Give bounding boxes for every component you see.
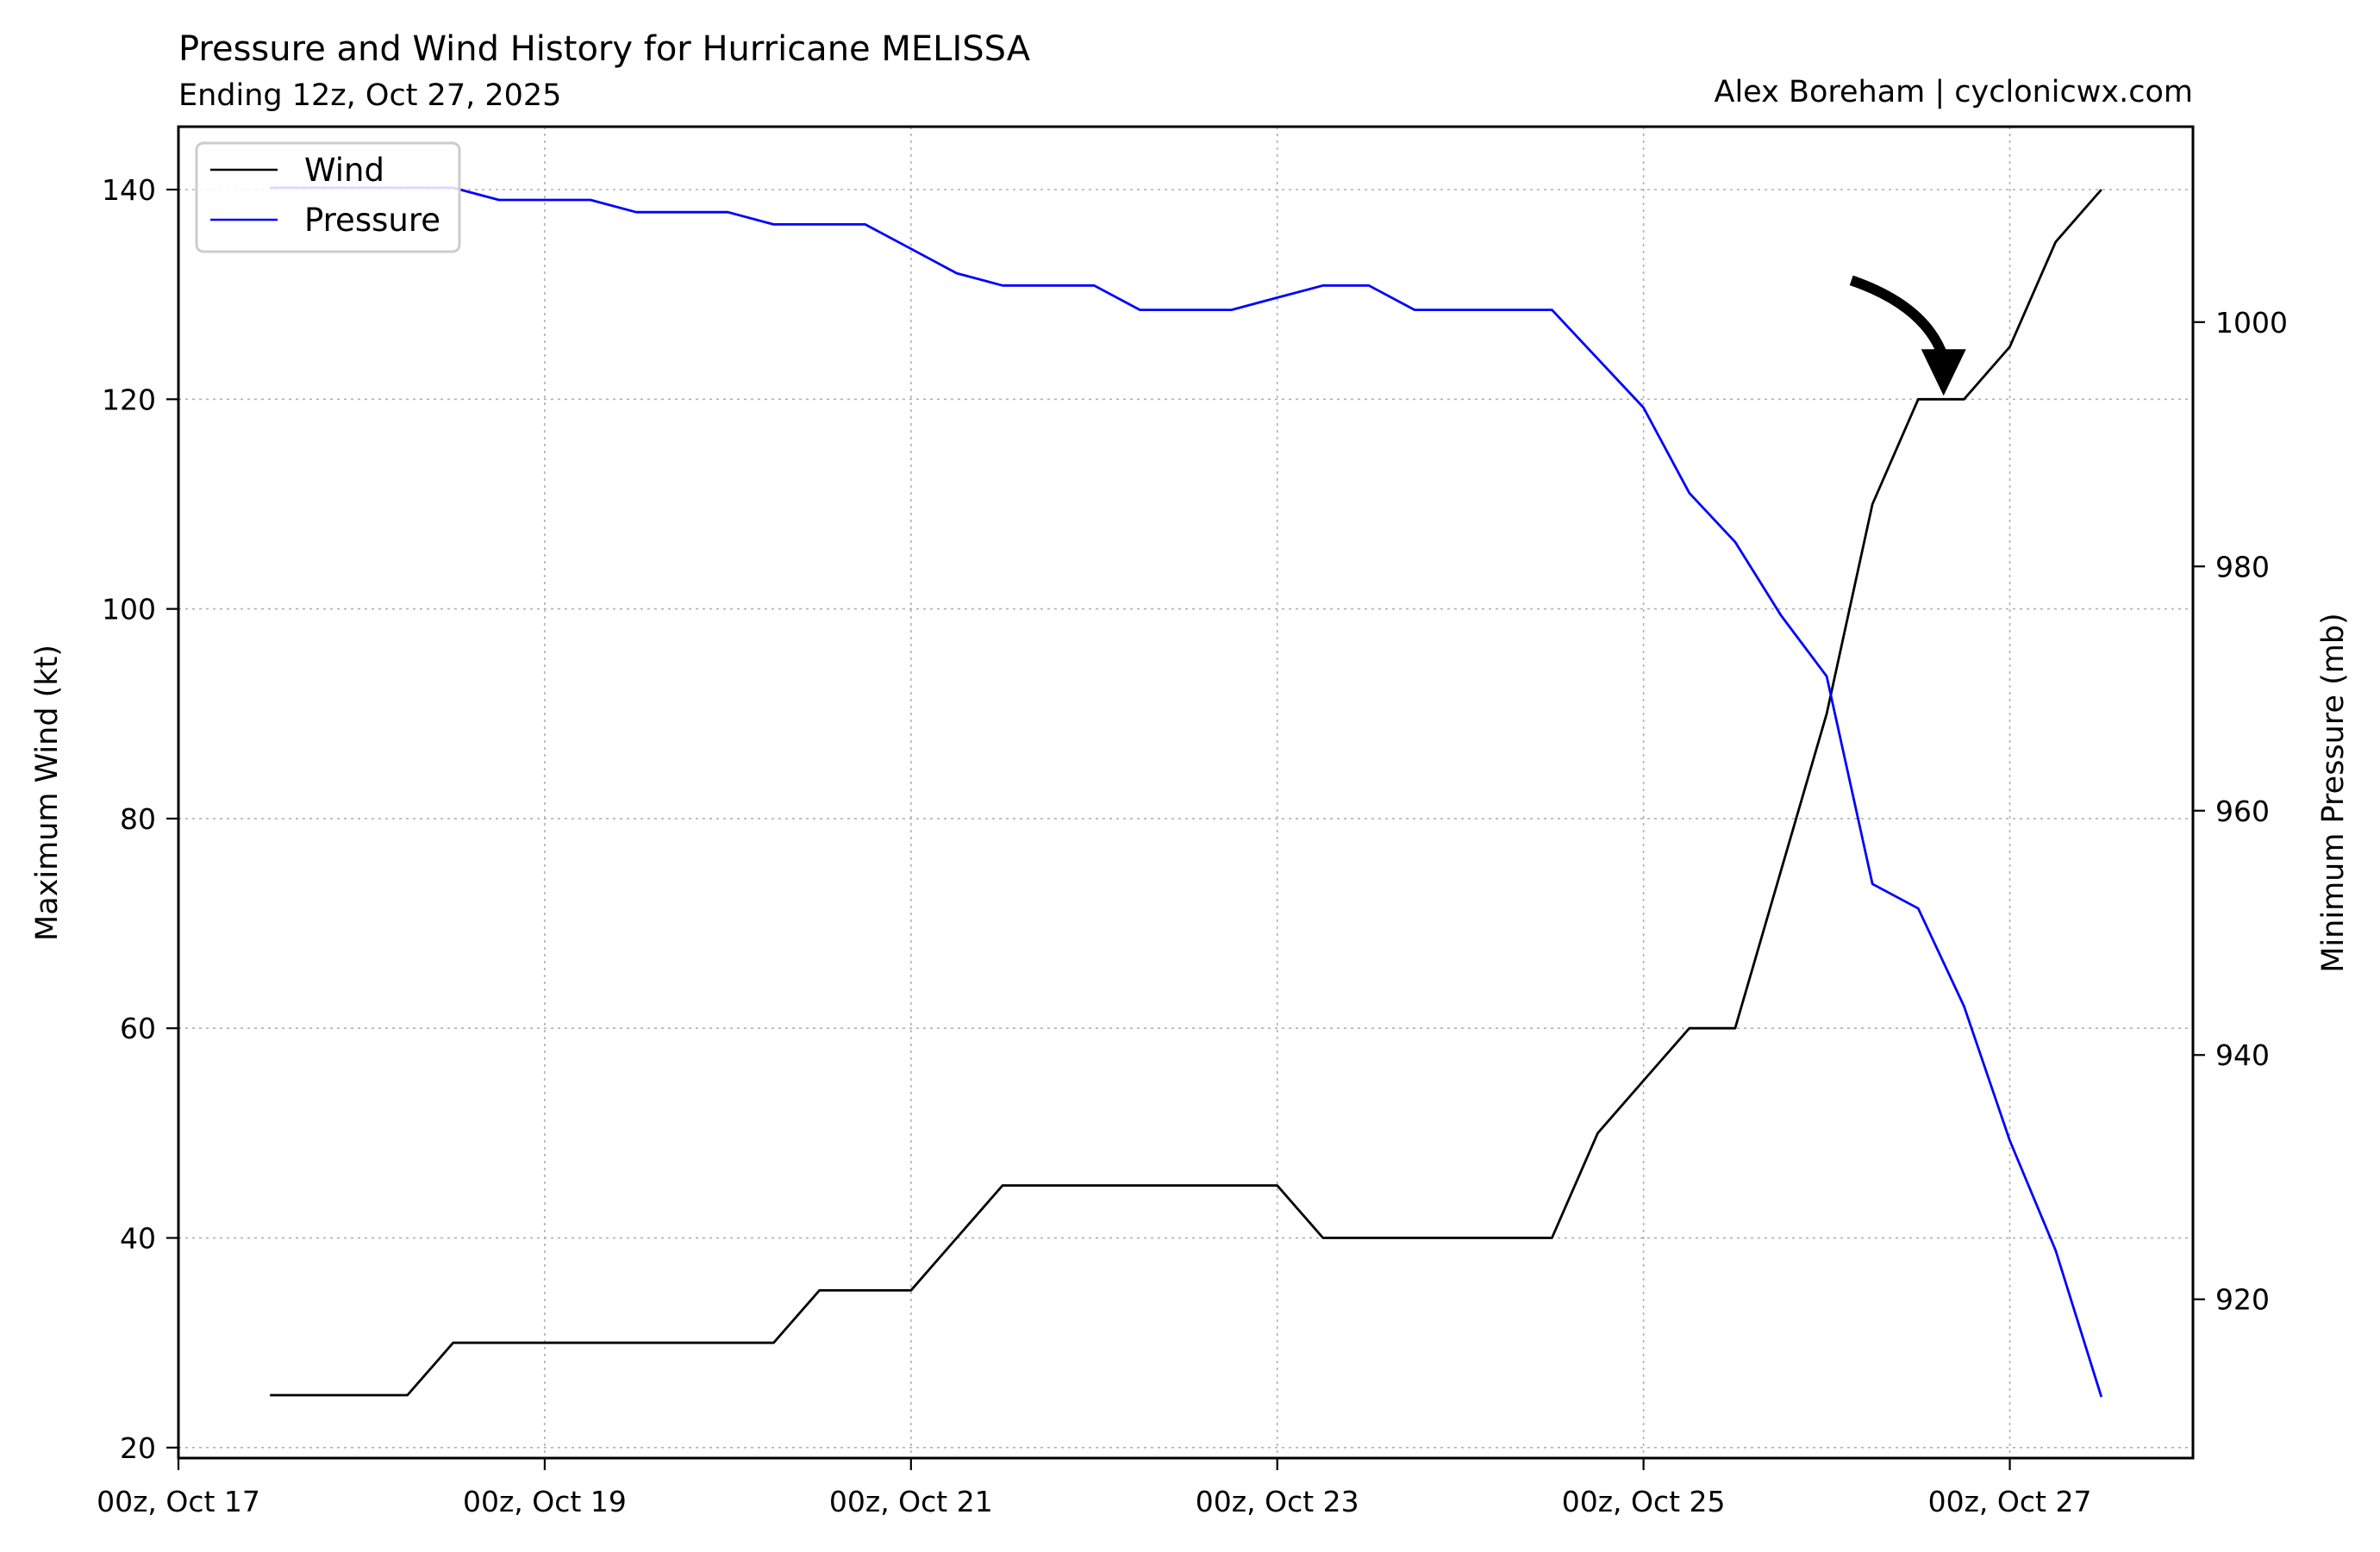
y-tick-label: 120: [102, 383, 156, 416]
y2-tick-label: 920: [2215, 1283, 2270, 1317]
annotation-arrow-head: [1921, 349, 1966, 396]
x-tick-label: 00z, Oct 21: [829, 1485, 993, 1518]
y2-tick-label: 980: [2215, 550, 2270, 583]
y2-tick-label: 1000: [2215, 306, 2288, 340]
y-tick-label: 140: [102, 173, 156, 207]
x-tick-label: 00z, Oct 27: [1928, 1485, 2092, 1518]
x-tick-label: 00z, Oct 25: [1562, 1485, 1726, 1518]
annotation: [1849, 275, 1966, 396]
left-axis-label: Maximum Wind (kt): [30, 645, 65, 941]
chart-title: Pressure and Wind History for Hurricane …: [178, 29, 1031, 69]
y2-tick-label: 960: [2215, 795, 2270, 828]
x-tick-label: 00z, Oct 17: [97, 1485, 260, 1518]
annotation-arrow-shaft: [1849, 275, 1949, 360]
y-tick-label: 60: [120, 1012, 156, 1045]
y2-tick-label: 940: [2215, 1038, 2270, 1072]
y-tick-label: 40: [120, 1222, 156, 1256]
legend-pressure-label: Pressure: [304, 202, 440, 239]
series-line-wind: [270, 189, 2102, 1397]
right-axis-label: Minimum Pressure (mb): [2316, 613, 2351, 973]
legend: Wind Pressure: [195, 141, 461, 253]
chart-credit: Alex Boreham | cyclonicwx.com: [1715, 75, 2193, 109]
legend-wind-label: Wind: [304, 152, 384, 189]
series-lines: [270, 186, 2103, 1398]
series-line-pressure: [270, 186, 2103, 1398]
y-tick-label: 20: [120, 1431, 156, 1465]
y-tick-label: 80: [120, 802, 156, 836]
x-tick-label: 00z, Oct 19: [463, 1485, 627, 1518]
x-tick-label: 00z, Oct 23: [1196, 1485, 1359, 1518]
grid-lines: [178, 127, 2193, 1458]
plot-area-frame: [177, 125, 2195, 1460]
chart-subtitle: Ending 12z, Oct 27, 2025: [178, 78, 561, 113]
y-tick-label: 100: [102, 593, 156, 626]
axes: 00z, Oct 17 00z, Oct 19 00z, Oct 21 00z, Oc…: [97, 173, 2288, 1518]
